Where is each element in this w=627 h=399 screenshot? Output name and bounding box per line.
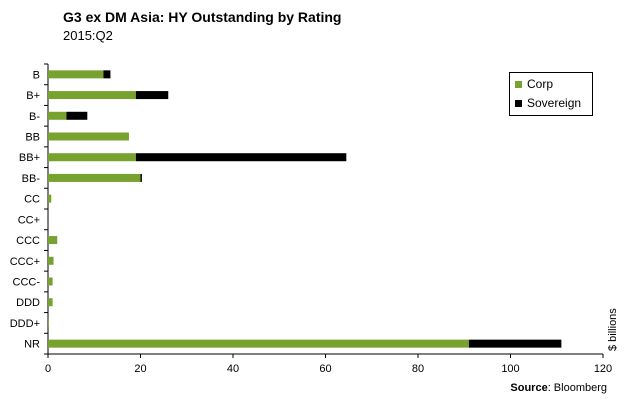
bar-corp <box>48 339 469 348</box>
legend-label-corp: Corp <box>527 77 554 91</box>
bar-sovereign <box>135 91 169 100</box>
y-tick-label: B- <box>29 111 40 123</box>
source-text: : Bloomberg <box>547 382 607 394</box>
x-tick-label: 20 <box>134 363 146 375</box>
bar-sovereign <box>135 153 347 162</box>
bar-corp <box>48 277 53 286</box>
bar-sovereign <box>140 173 142 182</box>
bar-corp <box>48 256 54 265</box>
x-tick-label: 40 <box>227 363 239 375</box>
y-tick-label: NR <box>24 339 40 351</box>
bar-corp <box>48 70 104 79</box>
y-tick-label: BB- <box>22 173 41 185</box>
bar-corp <box>48 194 52 203</box>
bar-corp <box>48 236 58 245</box>
y-tick-label: B <box>33 69 40 81</box>
bar-corp <box>48 153 136 162</box>
legend-item-corp: Corp <box>515 76 553 92</box>
bar-corp <box>48 132 129 141</box>
y-tick-label: BB <box>25 132 40 144</box>
x-tick-label: 80 <box>412 363 424 375</box>
y-tick-label: DDD+ <box>10 318 40 330</box>
source-label: Source <box>510 382 548 394</box>
chart-subtitle: 2015:Q2 <box>63 28 113 43</box>
y-tick-label: CC+ <box>18 214 40 226</box>
legend-label-sovereign: Sovereign <box>527 96 582 110</box>
y-tick-label: BB+ <box>19 152 40 164</box>
x-tick-label: 100 <box>501 363 519 375</box>
chart-title: G3 ex DM Asia: HY Outstanding by Rating <box>63 9 342 25</box>
x-tick-label: 0 <box>45 363 51 375</box>
legend-swatch-sovereign <box>515 99 522 107</box>
bar-corp <box>48 298 53 307</box>
source-note: Source: Bloomberg <box>510 382 607 394</box>
bar-corp <box>48 111 67 120</box>
x-tick-label: 120 <box>594 363 612 375</box>
y-tick-label: CC <box>24 194 40 206</box>
y-tick-label: CCC <box>16 235 40 247</box>
bar-sovereign <box>66 111 88 120</box>
legend-swatch-corp <box>515 80 522 88</box>
bar-corp <box>48 91 136 100</box>
bar-sovereign <box>103 70 111 79</box>
y-axis-unit-label: $ billions <box>607 308 619 351</box>
bar-sovereign <box>468 339 562 348</box>
chart-legend: Corp Sovereign <box>509 72 593 116</box>
bar-corp <box>48 318 49 327</box>
y-tick-label: B+ <box>26 90 40 102</box>
x-tick-label: 60 <box>319 363 331 375</box>
y-tick-label: CCC- <box>13 277 41 289</box>
y-tick-label: DDD <box>16 297 40 309</box>
y-tick-label: CCC+ <box>10 256 40 268</box>
legend-item-sovereign: Sovereign <box>515 95 581 111</box>
bar-corp <box>48 173 141 182</box>
